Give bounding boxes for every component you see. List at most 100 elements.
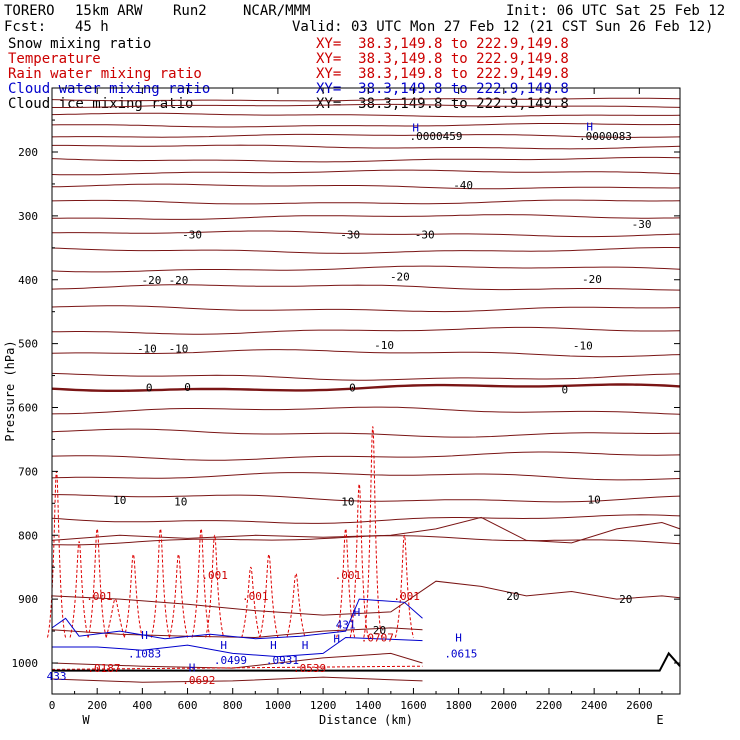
y-tick-label: 600 [18,402,38,415]
temperature-isotherm [51,284,681,291]
cloud-water-label: .0615 [444,647,477,660]
temperature-isotherm [51,372,681,381]
temperature-contour-label: -10 [137,343,157,356]
rain-label: .001 [393,590,420,603]
rain-label: .0539 [293,662,326,675]
temperature-contour-label: 10 [174,495,187,508]
rain-contour [69,541,89,638]
rain-contour [363,426,383,638]
rain-label: .0692 [182,674,215,687]
rain-contour [394,534,414,638]
temperature-contour-label: 20 [506,590,519,603]
temperature-isotherm [51,676,423,683]
temperature-contours [51,97,681,683]
y-tick-label: 400 [18,274,38,287]
high-marker: H [270,639,277,652]
y-tick-label: 700 [18,465,38,478]
field-name-temperature: Temperature [8,51,101,67]
model-resolution: 15km ARW [75,3,143,19]
temperature-contour-label: 10 [113,494,126,507]
x-tick-label: 1200 [310,699,337,712]
temperature-contour-label: -20 [141,274,161,287]
x-tick-label: 0 [49,699,56,712]
temperature-isotherm [51,230,681,238]
temperature-contour-label: -30 [182,228,202,241]
temperature-isotherm [51,652,423,669]
temperature-isotherm [52,144,681,150]
temperature-isotherm [51,199,681,205]
field-name-rain: Rain water mixing ratio [8,66,202,82]
x-tick-label: 600 [178,699,198,712]
y-tick-label: 300 [18,210,38,223]
rain-label: .001 [242,590,269,603]
temperature-isotherm [51,580,681,616]
east-label: E [656,713,663,727]
temperature-isotherm [51,349,681,358]
temperature-isotherm [51,97,681,102]
y-tick-label: 900 [18,593,38,606]
rain-contour [205,534,225,638]
cloud-water-label: 431 [336,619,356,632]
temperature-contour-label: -20 [169,274,189,287]
rain-label: .0187 [87,662,120,675]
cloud-water-label: .0931 [266,654,299,667]
cloud-water-contour [51,636,423,658]
temperature-isotherm [51,123,680,128]
temperature-contour-label: 20 [619,593,632,606]
temperature-contour-label: -30 [415,228,435,241]
x-tick-label: 2200 [536,699,563,712]
temperature-isotherm [52,103,681,108]
temperature-contour-label: -20 [390,271,410,284]
y-tick-label: 200 [18,146,38,159]
rain-contour [87,528,107,638]
high-marker: H [586,120,593,133]
x-tick-label: 1800 [445,699,472,712]
temperature-isotherm [51,169,681,176]
cloud-water-label: 433 [47,670,67,683]
high-marker: H [302,639,309,652]
terrain-line [52,651,681,672]
temperature-contour-label: 0 [349,382,356,395]
temperature-isotherm [51,514,681,524]
y-tick-label: 800 [18,529,38,542]
temperature-isotherm [51,265,681,273]
temperature-isotherm [51,112,681,118]
cloud-water-contours [51,598,423,658]
x-tick-label: 400 [132,699,152,712]
temperature-isotherm [51,406,681,415]
high-marker: H [141,629,148,642]
temperature-isotherm [51,535,681,546]
rain-contour [191,528,211,638]
temperature-contour-label: 10 [588,493,601,506]
rain-contour [46,470,67,638]
temperature-isotherm [51,183,681,190]
rain-contour [150,528,170,638]
axes: 0 200 400 600 800 1000 1200 1400 1600 1800 2000 220… [12,88,680,712]
org-label: NCAR/MMM [243,3,311,19]
x-tick-label: 2400 [581,699,608,712]
model-name: TORERO [4,3,55,19]
temperature-isotherm [51,428,681,438]
temperature-isotherm [51,451,681,461]
temperature-isotherm [51,214,681,220]
x-tick-label: 1400 [355,699,382,712]
temperature-isotherm [51,383,681,392]
temperature-contour-label: -10 [374,339,394,352]
temperature-isotherm [51,133,681,138]
temperature-contour-label: -20 [582,273,602,286]
x-tick-label: 2600 [626,699,653,712]
fcst-label: Fcst: [4,19,47,35]
plot-frame [51,87,681,695]
x-axis-label: Distance (km) [319,713,413,727]
x-tick-label: 1000 [265,699,292,712]
temperature-contour-label: -30 [340,228,360,241]
rain-contour [168,553,189,638]
temperature-isotherm [51,627,423,639]
y-tick-label: 500 [18,338,38,351]
temperature-contour-label: 0 [561,384,568,397]
high-marker: H [455,631,462,644]
high-marker: H [412,122,419,135]
x-tick-label: 800 [223,699,243,712]
